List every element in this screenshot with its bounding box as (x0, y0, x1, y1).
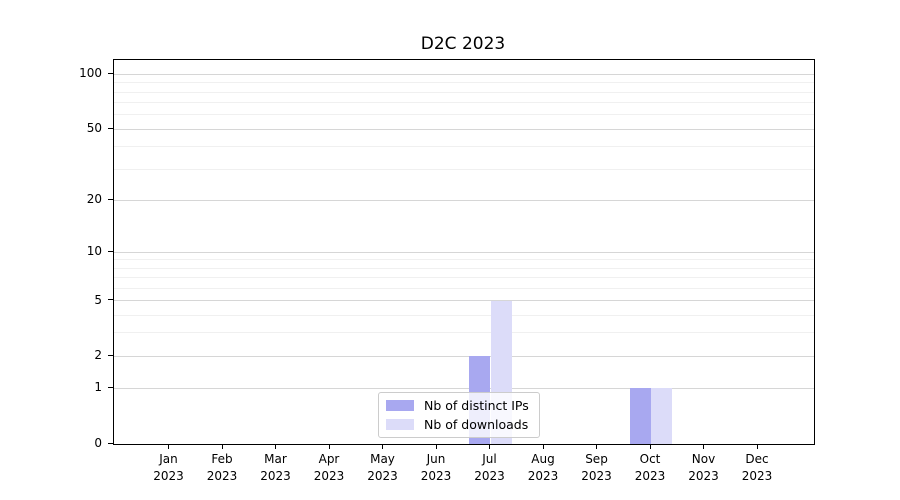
gridline-major (114, 73, 814, 75)
bar-distinct-ips (629, 388, 651, 444)
year-label: 2023 (741, 468, 773, 483)
y-tick-mark (108, 299, 113, 301)
x-tick-mark (542, 444, 544, 449)
month-label: Oct (639, 452, 661, 466)
x-tick-label: Apr 2023 (302, 451, 356, 484)
y-tick-label: 2 (94, 348, 102, 363)
x-tick-mark (756, 444, 758, 449)
x-tick-mark (435, 444, 437, 449)
y-tick-label: 20 (86, 192, 102, 207)
month-label: May (370, 452, 395, 466)
bar-downloads (651, 388, 673, 444)
year-label: 2023 (474, 468, 505, 483)
year-label: 2023 (260, 468, 291, 483)
year-label: 2023 (206, 468, 238, 483)
y-tick-mark (108, 198, 113, 200)
x-tick-mark (328, 444, 330, 449)
month-label: Sep (585, 452, 608, 466)
gridline-minor (114, 91, 814, 93)
legend-swatch (386, 419, 414, 430)
y-tick-mark (108, 127, 113, 129)
month-label: Jun (426, 452, 446, 466)
gridline-major (114, 387, 814, 389)
legend-entry: Nb of downloads (386, 416, 532, 432)
x-tick-label: Nov 2023 (677, 451, 731, 484)
y-tick-mark (108, 442, 113, 444)
month-label: Feb (211, 452, 233, 466)
month-label: Mar (264, 452, 287, 466)
x-tick-label: Aug 2023 (516, 451, 570, 484)
x-tick-label: Mar 2023 (249, 451, 303, 484)
month-label: Apr (318, 452, 340, 466)
year-label: 2023 (581, 468, 612, 483)
x-tick-label: Jul 2023 (463, 451, 517, 484)
month-label: Jul (482, 452, 497, 466)
year-label: 2023 (420, 468, 452, 483)
y-tick-mark (108, 354, 113, 356)
y-tick-mark (108, 386, 113, 389)
legend-label: Nb of downloads (424, 416, 529, 432)
gridline-minor (114, 332, 814, 334)
x-tick-mark (649, 444, 651, 449)
month-label: Jan (159, 452, 178, 466)
chart-title: D2C 2023 (420, 34, 506, 54)
year-label: 2023 (367, 468, 398, 483)
y-tick-label: 100 (79, 66, 102, 81)
month-label: Aug (531, 452, 555, 466)
gridline-minor (114, 102, 814, 104)
y-tick-label: 50 (86, 121, 102, 136)
gridline-major (114, 355, 814, 357)
gridline-major (114, 251, 814, 253)
y-tick-mark (108, 250, 113, 252)
x-tick-mark (703, 444, 705, 449)
legend: Nb of distinct IPs Nb of downloads (378, 392, 540, 438)
gridline-minor (114, 287, 814, 289)
gridline-major (114, 300, 814, 302)
gridline-minor (114, 82, 814, 84)
plot-area (113, 59, 815, 445)
year-label: 2023 (688, 468, 719, 483)
gridline-minor (114, 146, 814, 148)
legend-swatch (386, 400, 414, 411)
legend-label: Nb of distinct IPs (424, 397, 529, 413)
x-tick-mark (275, 444, 277, 449)
month-label: Dec (745, 452, 769, 466)
year-label: 2023 (634, 468, 666, 483)
gridline-major (114, 128, 814, 130)
month-label: Nov (691, 452, 716, 466)
x-tick-mark (596, 444, 598, 449)
gridline-minor (114, 314, 814, 316)
y-tick-label: 5 (94, 292, 102, 307)
x-tick-label: Jan 2023 (142, 451, 196, 484)
gridline-minor (114, 276, 814, 278)
gridline-minor (114, 114, 814, 116)
x-tick-mark (168, 444, 170, 449)
x-tick-mark (221, 444, 223, 449)
gridline-minor (114, 168, 814, 170)
x-tick-label: Dec 2023 (730, 451, 784, 484)
x-tick-label: Sep 2023 (570, 451, 624, 484)
year-label: 2023 (153, 468, 184, 483)
y-tick-label: 10 (86, 244, 102, 258)
gridline-minor (114, 267, 814, 269)
x-tick-label: Jun 2023 (409, 451, 463, 484)
year-label: 2023 (527, 468, 559, 483)
year-label: 2023 (313, 468, 345, 483)
y-tick-label: 1 (94, 380, 102, 395)
legend-entry: Nb of distinct IPs (386, 397, 532, 413)
y-tick-mark (108, 72, 113, 75)
x-tick-label: May 2023 (356, 451, 410, 484)
x-tick-label: Oct 2023 (623, 451, 677, 484)
x-tick-mark (489, 444, 491, 449)
x-tick-mark (382, 444, 384, 449)
gridline-minor (114, 259, 814, 261)
gridline-major (114, 199, 814, 201)
y-tick-label: 0 (94, 436, 102, 450)
x-tick-label: Feb 2023 (195, 451, 249, 484)
